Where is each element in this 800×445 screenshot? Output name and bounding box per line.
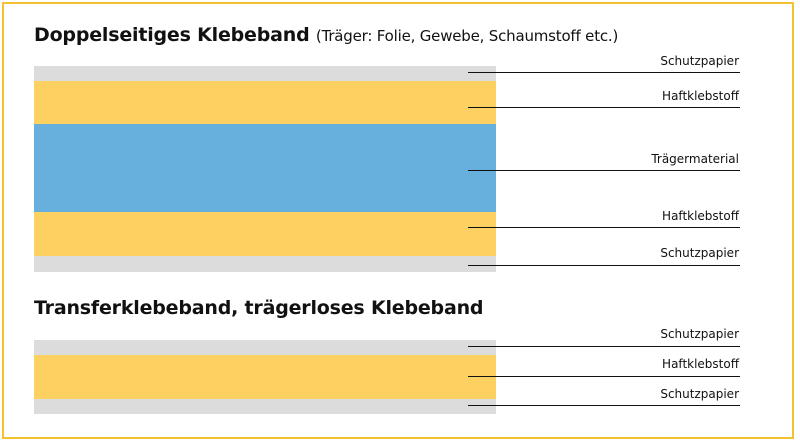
d1-leader-line-3 [468, 170, 740, 171]
d2-leader-line-3 [468, 405, 740, 406]
diagram1-title-text: Doppelseitiges Klebeband [34, 24, 310, 46]
d1-label-carrier: Trägermaterial [651, 152, 739, 166]
d2-label-adhesive: Haftklebstoff [662, 357, 739, 371]
d1-leader-line-5 [468, 265, 740, 266]
d1-leader-line-2 [468, 107, 740, 108]
diagram1-title: Doppelseitiges Klebeband (Träger: Folie,… [34, 24, 618, 46]
diagram2-title-text: Transferklebeband, trägerloses Klebeband [34, 297, 484, 319]
d1-layer-carrier [34, 124, 496, 212]
d1-label-protective-paper-bottom: Schutzpapier [660, 246, 739, 260]
d1-leader-line-1 [468, 72, 740, 73]
d2-layer-adhesive [34, 355, 496, 399]
d1-layer-adhesive-top [34, 81, 496, 124]
d2-label-protective-paper-top: Schutzpapier [660, 327, 739, 341]
d1-label-adhesive-bottom: Haftklebstoff [662, 209, 739, 223]
d2-layer-protective-paper-top [34, 340, 496, 355]
d1-label-protective-paper-top: Schutzpapier [660, 54, 739, 68]
d1-layer-adhesive-bottom [34, 212, 496, 256]
diagram2-title: Transferklebeband, trägerloses Klebeband [34, 297, 484, 319]
d2-label-protective-paper-bottom: Schutzpapier [660, 387, 739, 401]
diagram1-subtitle: (Träger: Folie, Gewebe, Schaumstoff etc.… [315, 27, 619, 45]
d1-leader-line-4 [468, 227, 740, 228]
d1-label-adhesive-top: Haftklebstoff [662, 89, 739, 103]
d2-layer-protective-paper-bottom [34, 399, 496, 414]
d1-layer-protective-paper-top [34, 66, 496, 81]
d1-layer-protective-paper-bottom [34, 256, 496, 272]
d2-leader-line-2 [468, 376, 740, 377]
d2-leader-line-1 [468, 346, 740, 347]
